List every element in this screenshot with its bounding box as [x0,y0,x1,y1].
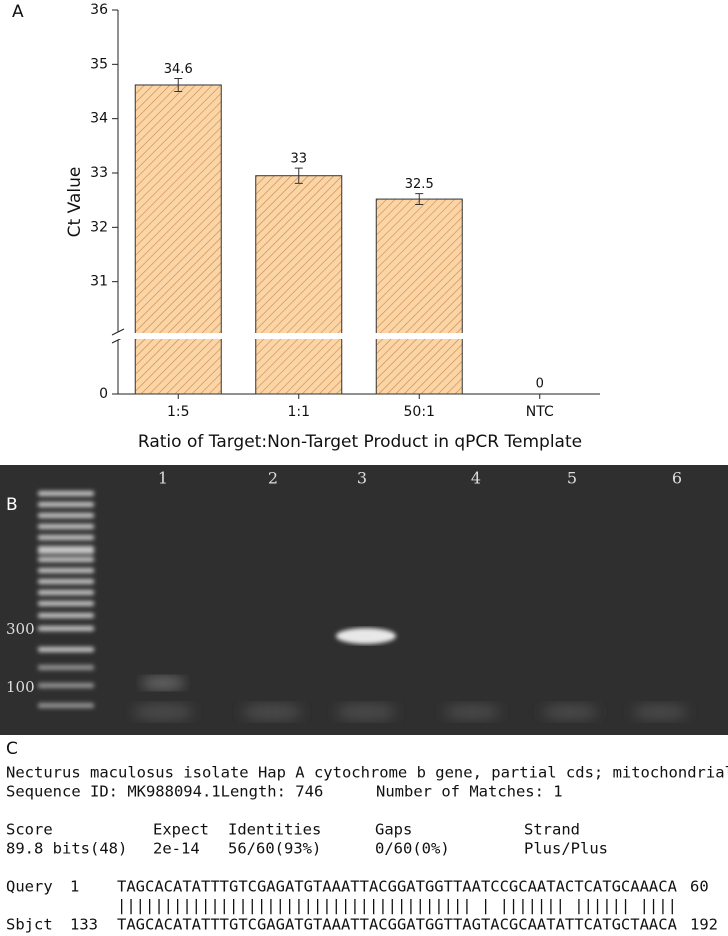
ladder-band [38,535,94,540]
lane-label: 3 [357,469,367,488]
panel-label: B [6,495,18,515]
ladder-band [38,613,94,618]
panel-label: C [6,739,18,759]
ladder-band [38,513,94,518]
x-tick-label: NTC [526,404,554,420]
stat-value: 89.8 bits(48) [6,840,127,858]
break-band [119,333,601,339]
y-tick-label: 32 [90,219,108,235]
lane-label: 1 [158,469,168,488]
description: Necturus maculosus isolate Hap A cytochr… [6,764,728,782]
gel-band [141,676,185,690]
sequence: TAGCACATATTTGTCGAGATGTAAATTACGGATGGTTAAT… [117,878,678,896]
ladder-band [38,502,94,507]
ladder-band [38,546,94,554]
row-end: 60 [690,878,709,896]
row-start: 133 [70,916,98,934]
marker-label: 300 [6,620,35,638]
match-count: Number of Matches: 1 [376,783,563,801]
lane-label: 5 [567,469,577,488]
ladder-band [38,647,94,652]
row-label: Sbjct [6,916,53,934]
sequence: TAGCACATATTTGTCGAGATGTAAATTACGGATGGTTAGT… [117,916,678,934]
lane-label: 6 [672,469,682,488]
bar [255,175,343,395]
data-label: 33 [290,152,307,167]
x-axis-label: Ratio of Target:Non-Target Product in qP… [138,432,582,452]
ladder-band [38,524,94,529]
match-line: |||||||||||||||||||||||||||||||||||||| |… [117,897,677,915]
stat-header: Gaps [375,821,412,839]
ladder-band [38,683,94,688]
error-bar [415,193,424,206]
ladder-band [38,665,94,670]
primer-dimers [133,703,688,721]
ladder-band [38,557,94,562]
ladder-band [38,601,94,606]
gel-band [336,628,396,644]
gel-background [0,465,728,735]
ladder-band [38,491,94,496]
y-tick-label: 31 [90,274,108,290]
ladder-band [38,568,94,573]
lane-label: 2 [268,469,278,488]
y-tick-label: 35 [90,56,108,72]
stat-header: Expect [153,821,209,839]
lane-label: 4 [471,469,481,488]
y-tick-label: 33 [90,165,108,181]
x-tick-label: 1:1 [287,404,310,420]
stat-value: 0/60(0%) [375,840,450,858]
stat-header: Score [6,821,53,839]
bar-chart: 0 31 32 33 34 35 36 1:5 34.6 1:1 33 50:1 32.5 NTC 0 [90,2,601,420]
y-axis-label: Ct Value [65,167,85,238]
ladder-band [38,579,94,584]
error-bar [294,167,303,184]
marker-label: 100 [6,678,35,696]
row-end: 192 [690,916,718,934]
data-label: 32.5 [405,177,434,192]
bar [375,198,463,395]
panel-label: A [12,2,24,22]
error-bar [174,77,183,92]
stat-header: Strand [524,821,580,839]
ladder-band [38,590,94,595]
data-label: 0 [536,377,544,392]
sequence-id: Sequence ID: MK988094.1Length: 746 [6,783,323,801]
x-tick-label: 1:5 [167,404,190,420]
row-start: 1 [70,878,79,896]
y-tick-label: 0 [99,386,108,402]
ladder-band [38,703,94,708]
ladder [38,491,94,708]
row-label: Query [6,878,53,896]
bar [134,84,222,395]
ladder-band [38,626,94,631]
stat-value: 56/60(93%) [228,840,321,858]
stat-value: Plus/Plus [524,840,608,858]
data-label: 34.6 [164,62,193,77]
y-tick-label: 34 [90,111,108,127]
y-tick-label: 36 [90,2,108,18]
gel-image: B 1 2 3 4 5 6 300 100 [0,465,728,735]
x-tick-label: 50:1 [404,404,435,420]
stat-header: Identities [228,821,321,839]
stat-value: 2e-14 [153,840,200,858]
